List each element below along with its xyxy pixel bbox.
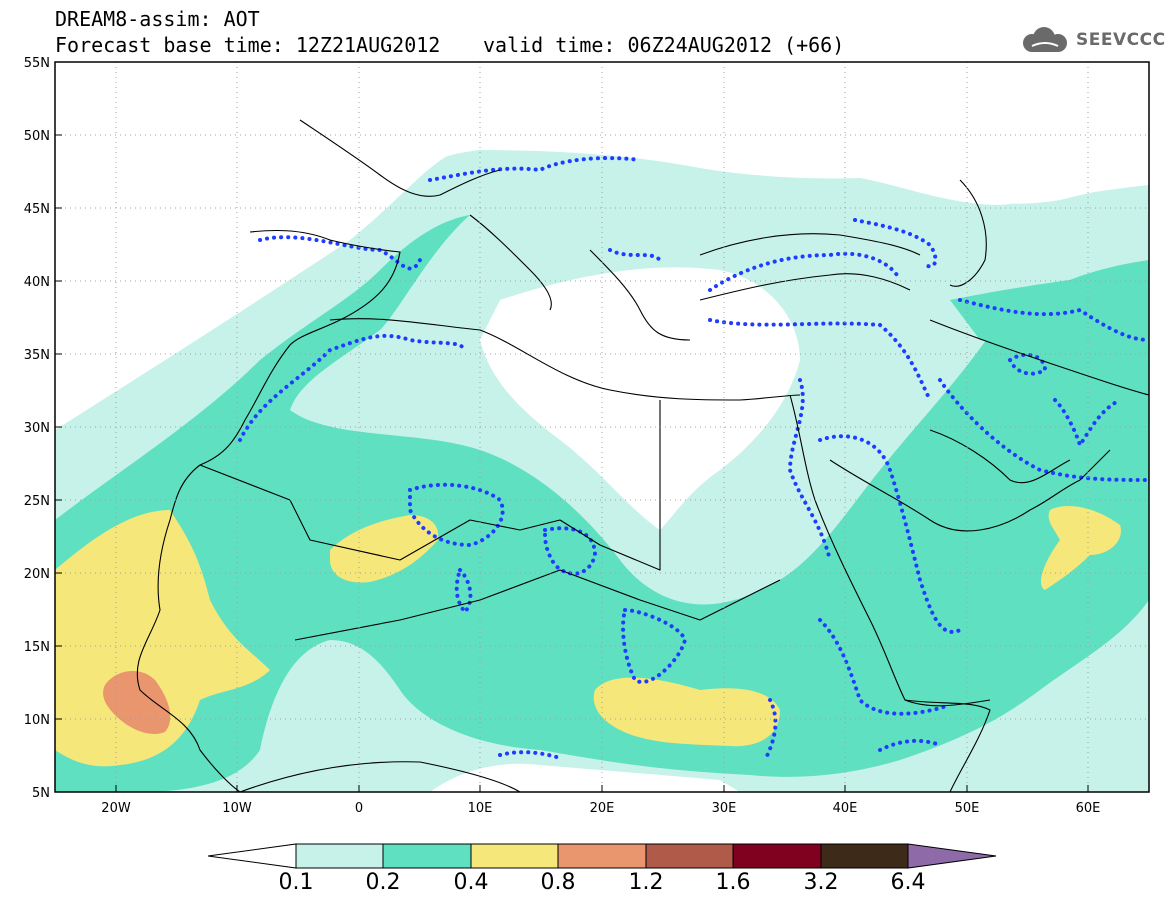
aot-below-0.1-north [55, 62, 1149, 410]
contour-line [818, 618, 952, 716]
lon-label: 20E [590, 801, 615, 816]
lat-label: 55N [24, 56, 50, 71]
coast-gulf-guinea [239, 761, 521, 792]
gridlines [55, 62, 1149, 792]
aot-level-0.8 [103, 670, 171, 735]
forecast-base-time: Forecast base time: 12Z21AUG2012 [55, 33, 441, 57]
border-sahel [294, 569, 781, 641]
colorbar [207, 843, 997, 869]
coastlines [136, 119, 1149, 792]
colorbar-segment [645, 843, 734, 869]
colorbar-label: 1.6 [715, 870, 751, 895]
colorbar-label: 6.4 [890, 870, 926, 895]
logo-text: SEEVCCC [1076, 30, 1165, 50]
tick-marks [55, 61, 1089, 792]
contour-line [938, 378, 1149, 482]
colorbar-label: 0.1 [278, 870, 314, 895]
contour-line [708, 318, 932, 402]
aot-below-0.1-south [430, 763, 740, 792]
colorbar-segment [732, 843, 822, 869]
colorbar-above-arrow [907, 843, 997, 869]
contour-line [878, 738, 942, 752]
coast-gulf [929, 429, 1071, 484]
lon-label: 60E [1076, 801, 1101, 816]
seevccc-logo [1023, 27, 1067, 52]
coast-horn [904, 699, 991, 792]
lat-label: 30N [24, 421, 50, 436]
coast-blacksea [699, 233, 921, 256]
contour-line [787, 378, 832, 562]
lon-label: 20W [101, 801, 131, 816]
lat-label: 45N [24, 202, 50, 217]
lon-label: 10E [468, 801, 493, 816]
lat-label: 10N [24, 713, 50, 728]
contour-line [408, 482, 505, 548]
colorbar-segment [557, 843, 647, 869]
colorbar-label: 0.4 [453, 870, 489, 895]
contour-line [238, 333, 467, 442]
lat-label: 15N [24, 640, 50, 655]
aot-level-0.4-niger [330, 515, 439, 583]
contour-line [258, 235, 422, 271]
contour-line [763, 698, 778, 762]
contour-line [1053, 398, 1122, 450]
contour-line [1008, 352, 1048, 376]
colorbar-label: 0.2 [365, 870, 401, 895]
colorbar-segment [382, 843, 472, 869]
aot-level-0.4-chad [593, 677, 780, 747]
coast-france-uk [299, 119, 501, 197]
aot-level-0.4-oman [1040, 505, 1121, 590]
lon-label: 40E [833, 801, 858, 816]
coast-arabia [829, 449, 1111, 532]
border-sahara [199, 400, 661, 571]
lon-label: 30E [712, 801, 737, 816]
aot-level-0.2 [55, 215, 1149, 792]
lat-label: 25N [24, 494, 50, 509]
lat-label: 40N [24, 275, 50, 290]
contour-line [608, 248, 662, 262]
lon-label: 10W [222, 801, 252, 816]
coast-italy [469, 214, 552, 311]
aot-below-0.1-med [480, 267, 800, 530]
lon-labels: 20W 10W 0 10E 20E 30E 40E 50E 60E [101, 801, 1100, 816]
map-title: DREAM8-assim: AOT [55, 7, 260, 31]
lon-label: 0 [355, 801, 363, 816]
contour-line [428, 156, 642, 182]
contour-line [958, 298, 1149, 342]
colorbar-label: 0.8 [540, 870, 576, 895]
lon-label: 50E [955, 801, 980, 816]
contour-line [818, 434, 962, 634]
valid-time: valid time: 06Z24AUG2012 (+66) [483, 33, 845, 57]
colorbar-segment [470, 843, 559, 869]
coast-iberia-africa [136, 229, 401, 792]
coast-north-africa [329, 318, 801, 401]
contour-line [498, 750, 562, 760]
contour-line [621, 608, 688, 684]
cloud-icon [1023, 27, 1067, 52]
lat-label: 50N [24, 129, 50, 144]
coast-turkey [699, 273, 911, 301]
dust-contours [238, 156, 1149, 762]
contour-line [853, 218, 938, 269]
contour-line [454, 568, 473, 616]
colorbar-label: 3.2 [803, 870, 839, 895]
colorbar-segment [820, 843, 909, 869]
coast-red-sea [789, 394, 991, 707]
lat-label: 20N [24, 567, 50, 582]
lat-label: 5N [32, 786, 50, 801]
coast-iran [929, 319, 1149, 396]
coast-greece [589, 249, 691, 341]
colorbar-below-arrow [207, 843, 297, 869]
aot-level-0.2-ne [950, 270, 1149, 355]
contour-line [708, 251, 902, 292]
lat-label: 35N [24, 348, 50, 363]
coast-caspian [949, 179, 987, 287]
lat-labels: 55N 50N 45N 40N 35N 30N 25N 20N 15N 10N … [24, 56, 50, 801]
colorbar-segment [295, 843, 384, 869]
colorbar-label: 1.2 [628, 870, 664, 895]
